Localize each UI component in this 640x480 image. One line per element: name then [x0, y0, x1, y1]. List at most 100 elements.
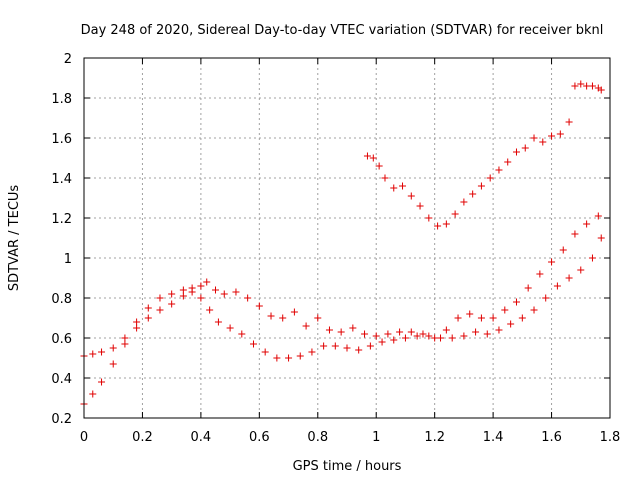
data-point [407, 192, 415, 200]
data-point [349, 324, 357, 332]
data-point [188, 288, 196, 296]
data-point [366, 342, 374, 350]
data-point [320, 342, 328, 350]
data-point [588, 82, 596, 90]
data-point [501, 306, 509, 314]
y-tick-label: 1.8 [51, 92, 72, 107]
data-point [512, 148, 520, 156]
data-point [203, 278, 211, 286]
data-point [121, 340, 129, 348]
data-point [477, 314, 485, 322]
data-point [416, 202, 424, 210]
data-point [179, 286, 187, 294]
data-point [109, 360, 117, 368]
data-point [495, 326, 503, 334]
data-point [285, 354, 293, 362]
series-upper-track [80, 212, 602, 360]
data-point [565, 118, 573, 126]
data-point [577, 266, 585, 274]
x-tick-label: 1.6 [541, 430, 562, 445]
data-point [399, 182, 407, 190]
data-point [206, 306, 214, 314]
x-tick-label: 1.2 [424, 430, 445, 445]
data-point [238, 330, 246, 338]
data-point [89, 350, 97, 358]
data-point [98, 378, 106, 386]
data-point [530, 134, 538, 142]
data-point [144, 314, 152, 322]
data-point [378, 338, 386, 346]
x-tick-label: 0.2 [132, 430, 153, 445]
data-point [454, 314, 462, 322]
y-tick-label: 0.8 [51, 292, 72, 307]
x-tick-label: 0 [80, 430, 88, 445]
x-tick-label: 1.8 [600, 430, 621, 445]
series-high-track [363, 80, 605, 230]
y-tick-label: 0.2 [51, 412, 72, 427]
data-point [486, 174, 494, 182]
data-point [483, 330, 491, 338]
data-point [197, 282, 205, 290]
data-point [597, 234, 605, 242]
data-point [477, 182, 485, 190]
data-point [212, 286, 219, 294]
data-point [466, 310, 474, 318]
data-point [451, 210, 459, 218]
data-point [232, 288, 240, 296]
data-point [460, 332, 468, 340]
data-point [144, 304, 152, 312]
data-point [384, 330, 392, 338]
plot-frame [83, 57, 611, 419]
data-point [133, 324, 141, 332]
data-point [331, 342, 339, 350]
data-point [442, 326, 450, 334]
data-point [308, 348, 316, 356]
data-point [469, 190, 477, 198]
data-point [226, 324, 234, 332]
data-point [390, 336, 398, 344]
data-point [504, 158, 512, 166]
data-point [290, 308, 298, 316]
data-point [518, 314, 526, 322]
data-point [577, 80, 585, 88]
x-tick-label: 1.4 [483, 430, 504, 445]
data-point [495, 166, 503, 174]
data-point [588, 254, 596, 262]
data-point [355, 346, 363, 354]
data-point [255, 302, 263, 310]
data-point [121, 334, 129, 342]
data-point [539, 138, 547, 146]
data-point [267, 312, 275, 320]
data-point [472, 328, 480, 336]
data-point [401, 334, 409, 342]
data-points [80, 80, 605, 408]
data-point [261, 348, 269, 356]
data-point [553, 282, 561, 290]
data-point [279, 314, 287, 322]
data-point [530, 306, 538, 314]
data-point [337, 328, 345, 336]
data-point [419, 330, 427, 338]
data-point [381, 174, 389, 182]
data-point [425, 332, 433, 340]
data-point [156, 294, 164, 302]
y-tick-label: 0.4 [51, 372, 72, 387]
data-point [179, 292, 187, 300]
data-point [249, 340, 257, 348]
data-point [442, 220, 450, 228]
data-point [583, 220, 591, 228]
data-point [197, 294, 205, 302]
data-point [375, 162, 383, 170]
data-point [536, 270, 544, 278]
data-point [460, 198, 468, 206]
data-point [597, 86, 605, 94]
x-axis-label: GPS time / hours [293, 459, 402, 474]
data-point [363, 152, 371, 160]
axis-ticks: 0 0.2 0.4 0.6 0.8 1 1.2 1.4 1.6 1.8 0.2 0.4 0.6 0.8 1 1… [51, 52, 620, 445]
data-point [571, 230, 579, 238]
data-point [571, 82, 579, 90]
data-point [583, 82, 591, 90]
data-point [296, 352, 304, 360]
data-point [109, 344, 117, 352]
